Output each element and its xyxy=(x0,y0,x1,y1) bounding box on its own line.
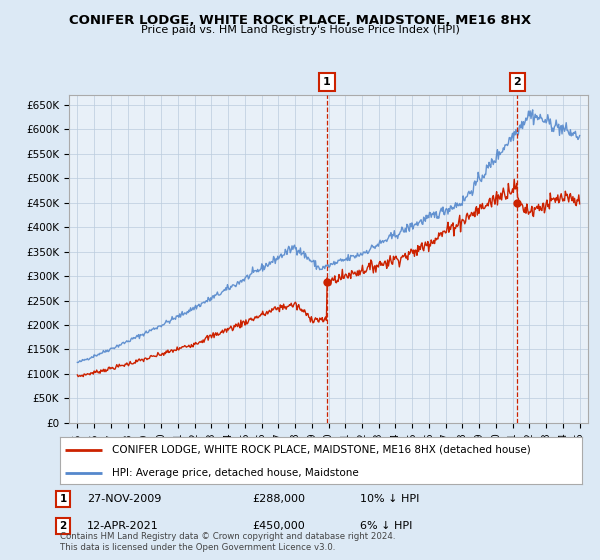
Text: 10% ↓ HPI: 10% ↓ HPI xyxy=(360,494,419,504)
Text: £288,000: £288,000 xyxy=(252,494,305,504)
Text: 2: 2 xyxy=(59,521,67,531)
Text: 2: 2 xyxy=(514,77,521,87)
Text: 27-NOV-2009: 27-NOV-2009 xyxy=(87,494,161,504)
Text: 1: 1 xyxy=(323,77,331,87)
Text: £450,000: £450,000 xyxy=(252,521,305,531)
Text: CONIFER LODGE, WHITE ROCK PLACE, MAIDSTONE, ME16 8HX: CONIFER LODGE, WHITE ROCK PLACE, MAIDSTO… xyxy=(69,14,531,27)
Text: Contains HM Land Registry data © Crown copyright and database right 2024.
This d: Contains HM Land Registry data © Crown c… xyxy=(60,532,395,552)
Text: 12-APR-2021: 12-APR-2021 xyxy=(87,521,159,531)
Text: HPI: Average price, detached house, Maidstone: HPI: Average price, detached house, Maid… xyxy=(112,468,359,478)
Text: 6% ↓ HPI: 6% ↓ HPI xyxy=(360,521,412,531)
Text: 1: 1 xyxy=(59,494,67,504)
Text: Price paid vs. HM Land Registry's House Price Index (HPI): Price paid vs. HM Land Registry's House … xyxy=(140,25,460,35)
Text: CONIFER LODGE, WHITE ROCK PLACE, MAIDSTONE, ME16 8HX (detached house): CONIFER LODGE, WHITE ROCK PLACE, MAIDSTO… xyxy=(112,445,531,455)
